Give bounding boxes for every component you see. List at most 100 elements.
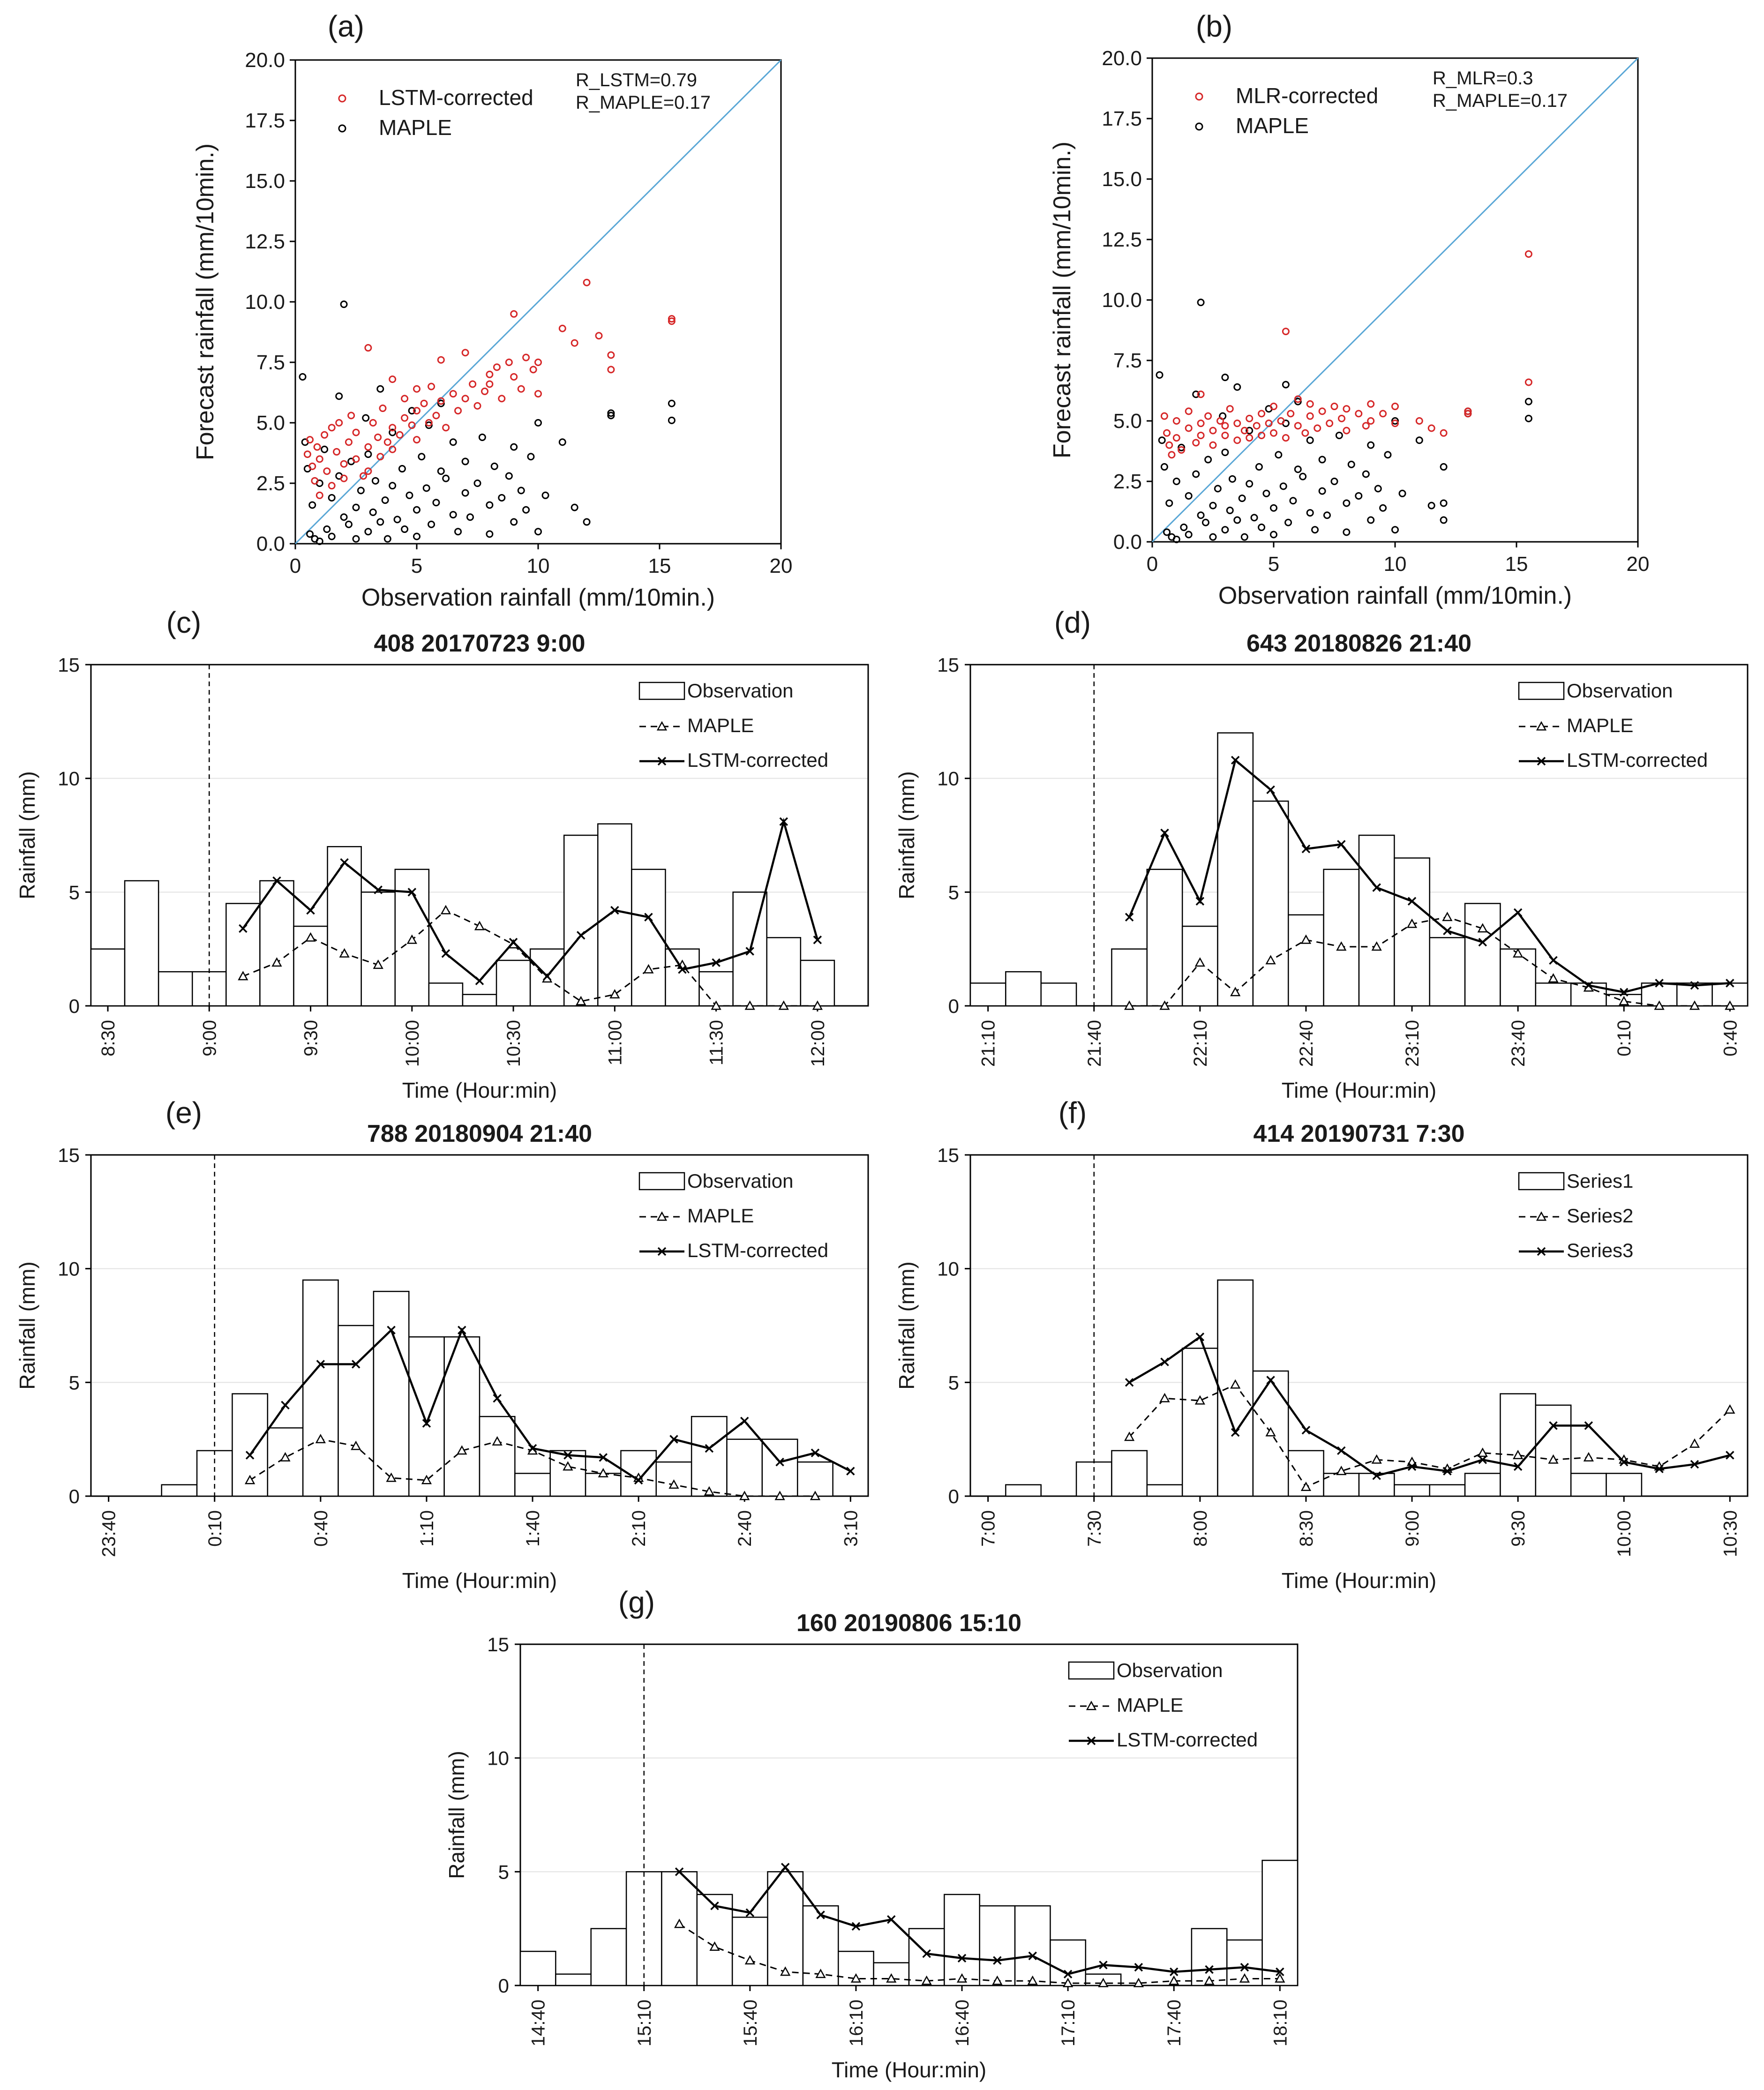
maple-point bbox=[510, 443, 518, 451]
y-axis-label: Rainfall (mm) bbox=[894, 771, 919, 899]
corrected-point bbox=[607, 351, 615, 359]
x-tick-label: 20 bbox=[1627, 553, 1650, 576]
maple-point bbox=[1270, 531, 1277, 539]
observation-bar bbox=[495, 959, 531, 1007]
corrected-point bbox=[449, 390, 457, 398]
maple-point bbox=[1318, 456, 1326, 464]
corrected-marker bbox=[1240, 1963, 1249, 1972]
maple-point bbox=[1294, 397, 1302, 405]
observation-bar bbox=[631, 869, 666, 1007]
legend-label-maple: MAPLE bbox=[1117, 1694, 1183, 1716]
corrected-point bbox=[668, 315, 676, 323]
maple-point bbox=[321, 445, 329, 453]
maple-marker bbox=[674, 1918, 685, 1928]
corrected-point bbox=[1282, 434, 1290, 442]
corrected-marker bbox=[1125, 1378, 1134, 1387]
corrected-marker bbox=[1337, 1446, 1346, 1455]
timeseries-panel-d: (d) 643 20180826 21:40 0 5 10 15 21:10 21:40 22:… bbox=[894, 606, 1749, 1102]
maple-marker bbox=[1159, 1393, 1170, 1402]
corrected-marker bbox=[1372, 883, 1381, 892]
maple-point bbox=[1440, 499, 1448, 507]
x-tick-label: 7:00 bbox=[978, 1510, 999, 1547]
x-tick-label: 0 bbox=[290, 554, 301, 577]
observation-bar bbox=[1570, 1473, 1607, 1497]
y-axis-label: Rainfall (mm) bbox=[15, 1261, 39, 1389]
maple-point bbox=[1258, 524, 1266, 532]
corrected-marker-stroke bbox=[745, 1908, 755, 1917]
legend-marker-maple bbox=[338, 124, 346, 133]
observation-bar bbox=[1146, 869, 1183, 1007]
x-tick-label: 18:10 bbox=[1270, 2000, 1291, 2046]
corrected-point bbox=[583, 278, 591, 286]
x-tick-label: 0:40 bbox=[1720, 1020, 1741, 1056]
corrected-marker bbox=[781, 1863, 790, 1872]
corrected-marker-stroke bbox=[678, 965, 687, 974]
corrected-point bbox=[374, 433, 382, 441]
maple-point bbox=[340, 513, 348, 521]
maple-point bbox=[607, 409, 615, 417]
corrected-marker-stroke bbox=[1099, 1961, 1108, 1970]
panel-label: (d) bbox=[1054, 606, 1091, 639]
observation-bar bbox=[124, 880, 159, 1007]
maple-point bbox=[486, 530, 494, 538]
maple-point bbox=[1209, 502, 1217, 509]
corrected-marker bbox=[272, 876, 281, 885]
corrected-marker bbox=[542, 972, 552, 981]
maple-point bbox=[1221, 374, 1229, 382]
corrected-point bbox=[408, 421, 416, 429]
maple-marker bbox=[1371, 1454, 1382, 1464]
corrected-marker-stroke bbox=[1478, 1455, 1487, 1464]
x-tick-label: 11:00 bbox=[605, 1020, 625, 1065]
maple-marker bbox=[744, 1955, 755, 1965]
corrected-point bbox=[1306, 400, 1314, 408]
x-tick-label: 23:40 bbox=[1508, 1020, 1529, 1067]
legend-label-corrected: LSTM-corrected bbox=[687, 749, 828, 771]
identity-line bbox=[1151, 57, 1639, 543]
corrected-marker bbox=[1301, 1426, 1311, 1435]
corrected-point bbox=[389, 375, 397, 383]
observation-bar bbox=[360, 891, 396, 1007]
maple-point bbox=[1233, 516, 1241, 524]
corrected-point bbox=[313, 443, 321, 451]
maple-point bbox=[1440, 463, 1448, 471]
y-tick-label: 5 bbox=[948, 881, 959, 903]
x-tick-label: 14:40 bbox=[528, 2000, 549, 2046]
observation-bar bbox=[1005, 971, 1042, 1007]
maple-point bbox=[1233, 383, 1241, 391]
corrected-marker-stroke bbox=[239, 924, 248, 933]
maple-marker bbox=[238, 971, 248, 981]
maple-point bbox=[1427, 502, 1435, 509]
legend-label-observation: Observation bbox=[1567, 680, 1673, 702]
corrected-point bbox=[328, 482, 336, 490]
y-tick-label: 5 bbox=[69, 881, 80, 903]
corrected-point bbox=[461, 349, 469, 357]
x-tick-label: 0:10 bbox=[1614, 1020, 1635, 1056]
x-tick-label: 23:10 bbox=[1402, 1020, 1423, 1067]
y-tick-label: 0 bbox=[498, 1975, 509, 1997]
corrected-point bbox=[308, 462, 316, 470]
scatter-panel-a: (a) 0 5 10 15 20 0.0 2.5 5.0 7.5 10.0 12.5 15.0 17.5 2… bbox=[192, 9, 792, 611]
corrected-marker bbox=[1205, 1965, 1214, 1974]
corrected-marker bbox=[1134, 1963, 1143, 1972]
corrected-marker bbox=[1513, 1462, 1523, 1471]
corrected-point bbox=[1192, 439, 1200, 447]
maple-point bbox=[413, 532, 420, 540]
observation-bar bbox=[655, 1461, 692, 1497]
corrected-point bbox=[1168, 451, 1176, 459]
corrected-point bbox=[1233, 419, 1241, 427]
maple-marker bbox=[1063, 1978, 1073, 1987]
y-tick-label: 7.5 bbox=[256, 351, 285, 374]
corrected-marker bbox=[316, 1360, 325, 1369]
corrected-marker-stroke bbox=[1240, 1963, 1249, 1972]
maple-point bbox=[1270, 504, 1277, 512]
maple-marker bbox=[386, 1472, 397, 1482]
x-tick-label: 2:40 bbox=[735, 1510, 755, 1547]
maple-line bbox=[1129, 916, 1730, 1007]
corrected-point bbox=[401, 414, 409, 422]
maple-point bbox=[607, 412, 615, 419]
y-tick-label: 10.0 bbox=[1102, 289, 1142, 312]
corrected-point bbox=[1165, 441, 1173, 449]
corrected-point bbox=[1367, 400, 1375, 408]
corrected-point bbox=[1185, 407, 1193, 415]
corrected-point bbox=[1338, 414, 1346, 422]
